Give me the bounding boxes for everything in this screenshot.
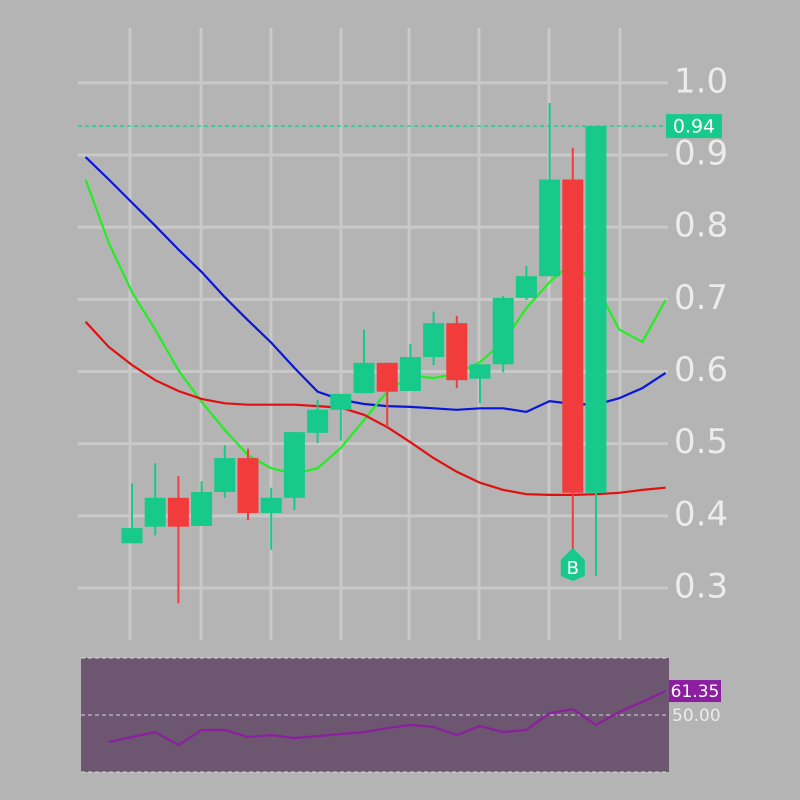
candle-body (423, 323, 445, 358)
vertical-grid (128, 28, 622, 640)
candle-body (562, 179, 584, 493)
candle-body (214, 458, 236, 493)
y-tick-label: 50.00 (672, 706, 721, 726)
signal-label: B (567, 558, 579, 579)
candle-body (191, 492, 213, 526)
candle-body (469, 364, 491, 379)
candle-body (283, 432, 305, 498)
y-tick-label: 0.9 (674, 133, 728, 173)
candle-body (376, 362, 398, 392)
candle-body (121, 528, 143, 544)
candle-body (539, 179, 561, 277)
value-label: 61.35 (671, 682, 720, 702)
price-label-box (666, 114, 722, 139)
y-tick-label: 0.8 (674, 206, 728, 246)
candle-body (307, 409, 329, 433)
candle-body (330, 393, 352, 410)
price-label: 0.94 (673, 116, 715, 138)
y-tick-label: 0.3 (674, 567, 728, 607)
y-tick-label: 0.7 (674, 278, 728, 318)
candle-body (515, 276, 537, 298)
candle-body (167, 497, 189, 527)
y-tick-label: 0.6 (674, 350, 728, 390)
candle-body (585, 126, 607, 493)
signal-marker (560, 548, 585, 581)
candle-body (353, 362, 375, 394)
indicator-line (84, 320, 666, 496)
y-tick-label: 0.5 (674, 422, 728, 462)
candle-body (237, 458, 259, 513)
candle-body (399, 357, 421, 391)
candle-body (144, 497, 166, 527)
candle-body (260, 497, 282, 513)
candle-body (492, 297, 514, 365)
candle-body (446, 323, 468, 381)
value-label-box (669, 680, 721, 703)
indicator-line (108, 690, 667, 747)
y-tick-label: 1.0 (674, 61, 728, 101)
y-tick-label: 0.4 (674, 494, 728, 534)
